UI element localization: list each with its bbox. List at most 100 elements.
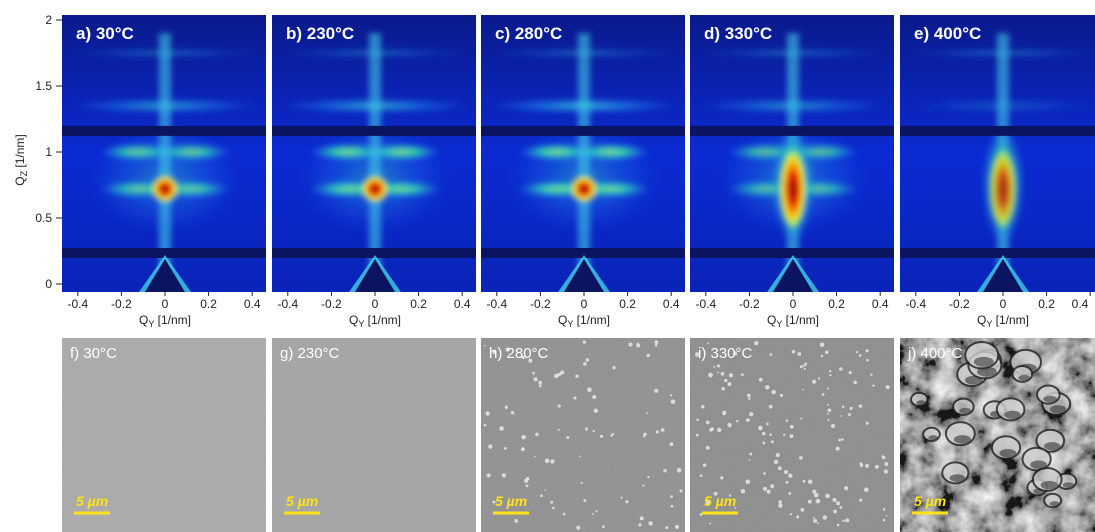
x-tick-label: 0.2	[410, 297, 427, 311]
pattern	[62, 15, 266, 292]
particle	[799, 456, 803, 460]
x-tick-label: -0.2	[111, 297, 132, 311]
particle	[552, 507, 554, 509]
x-tick-label: 0.2	[619, 297, 636, 311]
particle	[818, 377, 820, 379]
x-tick-label: -0.2	[949, 297, 970, 311]
particle	[638, 523, 641, 526]
particle	[866, 359, 869, 362]
particle	[866, 349, 869, 352]
particle	[803, 480, 806, 483]
particle	[808, 479, 813, 484]
y-tick-label: 2	[45, 13, 52, 27]
particle	[487, 473, 491, 477]
particle	[514, 519, 518, 523]
x-tick-label: -0.4	[905, 297, 926, 311]
grain-shadow	[1004, 411, 1021, 419]
gisaxs-image: b) 230°C	[272, 15, 476, 292]
particle	[766, 423, 769, 426]
pattern	[272, 15, 476, 292]
particle	[771, 390, 776, 395]
particle	[646, 412, 648, 414]
particle	[884, 470, 888, 474]
y-tick-label: 1	[45, 145, 52, 159]
particle	[592, 513, 594, 515]
detector-gap	[481, 126, 685, 136]
x-tick-label: 0	[581, 297, 588, 311]
scale-bar-label: 5 µm	[495, 493, 527, 509]
axis-symbol: Q	[977, 313, 986, 327]
particle	[532, 372, 535, 375]
axis-unit: [1/nm]	[364, 313, 401, 327]
particle	[817, 522, 819, 524]
axis-unit: [1/nm]	[573, 313, 610, 327]
particle	[763, 472, 766, 475]
particle	[594, 409, 598, 413]
y-tick-label: 0.5	[35, 211, 52, 225]
particle	[816, 499, 821, 504]
particle	[886, 515, 888, 517]
particle	[778, 503, 782, 507]
pattern	[481, 15, 685, 292]
particle	[612, 433, 614, 435]
particle	[545, 489, 547, 491]
particle	[821, 355, 824, 358]
particle	[771, 440, 774, 443]
x-tick-label: 0	[1000, 297, 1007, 311]
particle	[790, 425, 794, 429]
particle	[720, 476, 723, 479]
particle	[875, 465, 879, 469]
x-tick-label: 0.4	[1072, 297, 1089, 311]
particle	[545, 458, 550, 463]
x-axis-label: QY [1/nm]	[767, 313, 819, 329]
particle	[485, 411, 489, 415]
particle	[596, 510, 598, 512]
particle	[840, 506, 843, 509]
particle	[831, 424, 835, 428]
panel-label: c) 280°C	[495, 24, 562, 43]
particle	[802, 389, 804, 391]
particle	[700, 513, 703, 516]
x-tick-label: 0.4	[244, 297, 261, 311]
particle	[620, 497, 622, 499]
particle	[792, 350, 796, 354]
particle	[504, 447, 507, 450]
particle	[703, 464, 707, 468]
particle	[859, 354, 862, 357]
particle	[554, 374, 559, 379]
particle	[717, 364, 720, 367]
panel-label: h) 280°C	[489, 345, 549, 362]
grain-shadow	[916, 400, 926, 405]
x-tick-label: 0.4	[663, 297, 680, 311]
particle	[729, 373, 733, 377]
x-tick-label: 0.4	[454, 297, 471, 311]
rod	[369, 33, 381, 277]
pattern	[690, 15, 894, 292]
x-tick-label: 0	[162, 297, 169, 311]
particle	[526, 484, 529, 487]
particle	[670, 394, 672, 396]
particle	[827, 419, 829, 421]
particle	[502, 473, 506, 477]
particle	[803, 365, 805, 367]
grain-shadow	[1050, 405, 1067, 413]
particle	[800, 365, 803, 368]
particle	[585, 427, 588, 430]
core	[361, 175, 389, 203]
particle	[788, 474, 792, 478]
particle	[717, 372, 719, 374]
particle	[647, 476, 649, 478]
particle	[827, 408, 831, 412]
gisaxs-image: d) 330°C	[690, 15, 894, 292]
particle	[593, 430, 595, 432]
particle	[844, 486, 848, 490]
particle	[813, 519, 817, 523]
particle	[837, 524, 840, 527]
particle	[625, 500, 628, 503]
particle	[749, 459, 751, 461]
x-tick-label: -0.4	[67, 297, 88, 311]
detector-gap	[900, 248, 1095, 258]
particle	[736, 420, 738, 422]
particle	[708, 373, 713, 378]
particle	[484, 345, 486, 347]
